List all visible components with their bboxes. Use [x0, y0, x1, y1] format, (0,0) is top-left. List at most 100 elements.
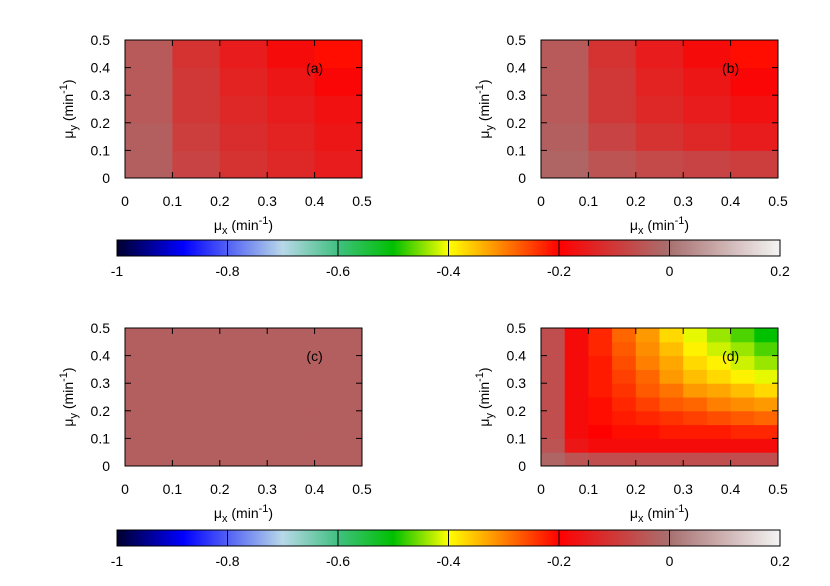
x-tick-label: 0.1 [579, 481, 599, 497]
heatmap-cell [564, 341, 589, 357]
heatmap-cell [635, 150, 684, 179]
heatmap-cell [267, 355, 316, 384]
heatmap-cell [172, 150, 221, 179]
y-tick-label: 0.5 [91, 320, 111, 336]
heatmap-cell [541, 67, 589, 96]
label-part: ) [684, 217, 689, 233]
heatmap-cell [219, 410, 268, 439]
y-tick-label: 0.3 [91, 375, 111, 391]
colorbar: -1 -0.8 -0.6 -0.4 -0.2 0 0.2 [111, 529, 790, 569]
heatmap-cell [314, 410, 363, 439]
heatmap-cell [172, 40, 221, 69]
heatmap-cell [754, 410, 779, 426]
heatmap-cell [219, 383, 268, 412]
heatmap-panel: 0 0.1 0.2 0.3 0.4 0.500.10.20.30.40.5(d)μx (m… [474, 320, 788, 525]
colorbar-tick-label: -0.2 [547, 263, 571, 279]
heatmap-cell [172, 122, 221, 151]
y-tick-label: 0.4 [507, 60, 527, 76]
heatmap-cell [730, 95, 779, 124]
heatmap-cell [612, 369, 637, 384]
label-part: μ [630, 505, 638, 521]
label-part: μ [214, 505, 222, 521]
x-tick-label: 0.5 [768, 193, 788, 209]
heatmap-cell [588, 328, 613, 343]
heatmap-cell [683, 369, 708, 384]
heatmap-cell [541, 452, 566, 467]
heatmap-cell [588, 397, 613, 412]
label-part: (min [60, 94, 76, 125]
heatmap-cell [635, 410, 660, 426]
heatmap-panel: 0 0.1 0.2 0.3 0.4 0.500.10.20.30.40.5(b)μx (m… [474, 32, 788, 237]
y-tick-label: 0.2 [507, 403, 527, 419]
heatmap-cell [267, 67, 316, 96]
colorbar-tick-label: 0 [666, 553, 674, 569]
heatmap-cell [219, 40, 268, 69]
colorbar-tick-label: -0.4 [436, 263, 460, 279]
x-tick-label: 0.1 [163, 481, 183, 497]
y-tick-label: 0.5 [507, 320, 527, 336]
heatmap-panel: 0 0.1 0.2 0.3 0.4 0.500.10.20.30.40.5(a)μx (m… [58, 32, 372, 237]
heatmap-cell [564, 410, 589, 426]
y-tick-label: 0.2 [91, 115, 111, 131]
heatmap-cell [635, 397, 660, 412]
y-tick-label: 0.2 [507, 115, 527, 131]
heatmap-cell [635, 383, 660, 398]
colorbar-tick-label: -1 [111, 553, 124, 569]
heatmap-cell [730, 424, 755, 439]
heatmap-cell [541, 355, 566, 370]
y-tick-label: 0 [518, 458, 526, 474]
heatmap-cell [267, 328, 316, 357]
heatmap-cell [612, 397, 637, 412]
heatmap-cell [588, 122, 637, 151]
label-part: μ [476, 419, 492, 427]
y-axis-label: μy (min-1) [58, 367, 80, 426]
y-tick-label: 0.3 [91, 87, 111, 103]
heatmap-cell [588, 424, 613, 439]
heatmap-cell [730, 122, 779, 151]
label-part: x [222, 225, 228, 237]
x-tick-label: 0.2 [210, 481, 230, 497]
heatmap-cell [754, 397, 779, 412]
heatmap-cell [706, 383, 732, 398]
heatmap-cell [659, 383, 684, 398]
heatmap-cell [730, 40, 779, 69]
heatmap-cell [730, 452, 755, 467]
x-tick-label: 0.2 [210, 193, 230, 209]
heatmap-cell [564, 369, 589, 384]
heatmap-cell [683, 397, 708, 412]
plot-frame [124, 327, 363, 467]
heatmap-cell [754, 328, 779, 343]
heatmap-cell [219, 328, 268, 357]
heatmap-cell [314, 355, 363, 384]
heatmap-cell [730, 397, 755, 412]
label-part: (min [644, 505, 675, 521]
x-tick-label: 0.3 [257, 481, 277, 497]
heatmap-cell [683, 95, 732, 124]
label-part: ) [60, 79, 76, 84]
heatmap-cell [683, 328, 708, 343]
heatmap-cell [125, 40, 173, 69]
heatmap-cell [172, 328, 221, 357]
x-tick-label: 0.2 [626, 481, 646, 497]
heatmap-cell [612, 452, 637, 467]
heatmap-cell [564, 438, 589, 453]
x-axis-label: μx (min-1) [214, 215, 273, 237]
heatmap-cell [541, 438, 566, 453]
x-tick-label: 0.5 [352, 193, 372, 209]
x-tick-label: 0.3 [257, 193, 277, 209]
heatmap-cell [754, 369, 779, 384]
heatmap-cell [635, 424, 660, 439]
heatmap-cell [588, 95, 637, 124]
heatmap-cell [683, 67, 732, 96]
heatmap-cell [612, 355, 637, 370]
heatmap-cell [219, 67, 268, 96]
heatmap-cell [730, 67, 779, 96]
heatmap-cell [125, 67, 173, 96]
y-tick-label: 0.5 [507, 32, 527, 48]
heatmap-cell [659, 328, 684, 343]
label-part: y [68, 125, 80, 131]
heatmap-cell [730, 369, 755, 384]
heatmap-cell [706, 328, 732, 343]
heatmap-cell [219, 438, 268, 467]
